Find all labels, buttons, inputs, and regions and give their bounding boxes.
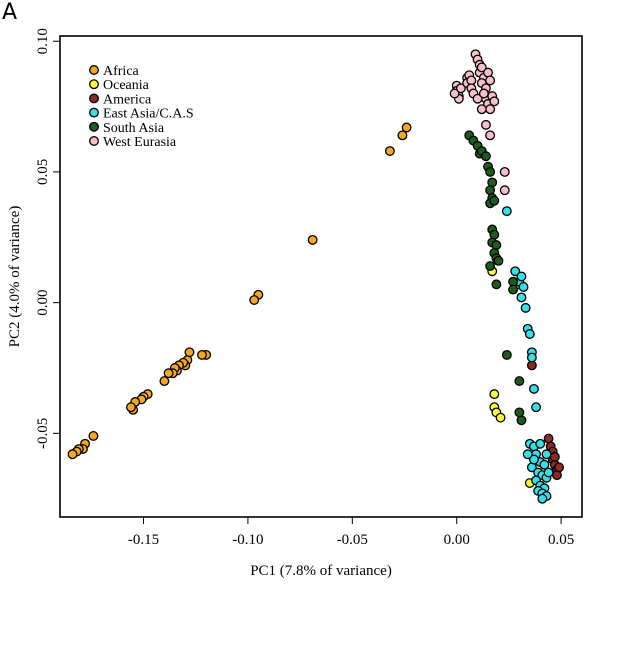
point-africa [126,402,136,413]
x-tick-label: 0.05 [548,532,574,548]
legend-label-oceania: Oceania [103,78,150,93]
point-oceania [489,389,500,400]
point-south-asia [485,261,496,271]
point-east-asia-c-a-s [516,292,527,303]
point-west-eurasia [499,166,510,177]
point-west-eurasia [485,104,496,115]
data-points [67,49,564,504]
y-tick-label: -0.05 [35,418,51,449]
point-east-asia-c-a-s [541,449,552,460]
point-east-asia-c-a-s [520,302,531,313]
legend-label-america: America [103,92,152,107]
point-west-eurasia [476,104,487,115]
point-south-asia [481,151,491,162]
point-south-asia [514,407,525,418]
point-oceania [495,412,506,423]
legend-label-west-eurasia: West Eurasia [103,135,177,150]
legend-label-africa: Africa [103,64,140,79]
y-tick-label: 0.05 [35,159,51,185]
x-tick-label: -0.10 [232,532,263,548]
point-south-asia [514,376,525,387]
point-west-eurasia [485,75,496,86]
point-east-asia-c-a-s [510,266,521,277]
point-south-asia [485,166,496,177]
point-west-eurasia [449,88,460,99]
point-south-asia [493,255,504,266]
point-west-eurasia [472,93,483,104]
legend-label-east-asia-c-a-s: East Asia/C.A.S [103,107,194,122]
plot-frame-group [59,35,583,518]
point-africa [163,368,174,379]
point-east-asia-c-a-s [531,402,542,413]
point-africa [384,146,395,156]
point-south-asia [489,195,500,206]
point-america [554,462,564,473]
point-south-asia [501,349,512,360]
point-east-asia-c-a-s [501,206,512,217]
point-africa [397,130,408,141]
point-east-asia-c-a-s [543,467,554,478]
point-south-asia [508,284,519,295]
point-africa [401,122,412,133]
point-west-eurasia [476,62,487,73]
y-axis-ticks: -0.05 0.00 0.05 0.10 [35,28,60,449]
point-africa [307,234,318,245]
point-east-asia-c-a-s [535,438,546,449]
point-south-asia [491,279,502,290]
point-west-eurasia [489,96,500,107]
x-axis-title: PC1 (7.8% of variance) [250,563,392,579]
point-west-eurasia [485,130,496,141]
point-africa [249,295,260,305]
point-east-asia-c-a-s [529,454,539,465]
x-tick-label: -0.15 [128,532,159,548]
legend-marker-africa [89,65,99,75]
y-tick-label: 0.10 [35,28,51,54]
point-east-asia-c-a-s [539,459,550,470]
legend-marker-east-asia-c-a-s [89,107,99,118]
point-africa [197,349,207,360]
point-west-eurasia [499,185,510,196]
point-east-asia-c-a-s [526,352,537,363]
point-east-asia-c-a-s [522,449,533,460]
point-west-eurasia [455,83,466,94]
legend-marker-oceania [89,79,99,90]
legend-label-south-asia: South Asia [103,121,165,136]
point-east-asia-c-a-s [518,282,529,292]
y-tick-label: 0.00 [35,290,51,316]
point-east-asia-c-a-s [529,383,539,394]
point-america [549,451,560,462]
x-tick-label: -0.05 [337,532,368,548]
legend-marker-america [89,93,99,104]
x-axis-ticks: -0.15 -0.10 -0.05 0.00 0.05 [128,517,574,548]
point-east-asia-c-a-s [516,271,527,282]
point-east-asia-c-a-s [524,329,535,339]
point-africa [159,376,170,387]
point-west-eurasia [481,119,491,130]
legend-marker-south-asia [89,121,99,132]
x-tick-label: 0.00 [444,532,470,548]
point-africa [88,431,99,441]
point-west-eurasia [478,88,489,99]
y-axis-title: PC2 (4.0% of variance) [7,206,23,348]
legend-marker-west-eurasia [89,136,99,146]
point-east-asia-c-a-s [537,493,548,504]
panel-label: A [2,0,18,25]
plot-frame [59,35,583,518]
point-africa [67,449,78,460]
